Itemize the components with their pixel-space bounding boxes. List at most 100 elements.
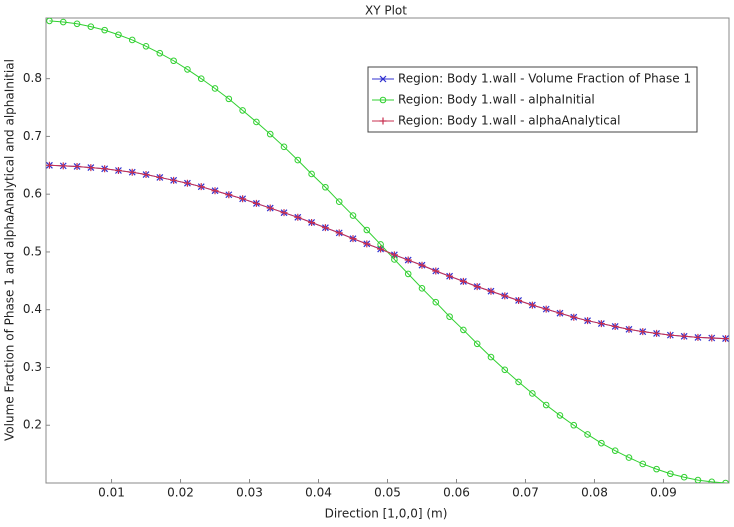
- marker: [432, 298, 440, 306]
- marker: [239, 195, 247, 203]
- legend-label: Region: Body 1.wall - alphaAnalytical: [398, 114, 620, 128]
- marker: [59, 18, 67, 26]
- marker: [377, 245, 385, 253]
- marker: [128, 168, 136, 176]
- marker: [294, 213, 302, 221]
- marker: [197, 75, 205, 82]
- marker: [335, 229, 343, 237]
- marker: [170, 57, 177, 65]
- x-tick-label: 0.08: [581, 486, 608, 500]
- marker: [156, 173, 164, 181]
- marker: [170, 176, 178, 184]
- marker: [266, 130, 274, 138]
- marker: [667, 470, 674, 478]
- marker: [156, 49, 164, 57]
- marker: [404, 270, 412, 278]
- marker: [570, 421, 578, 429]
- marker: [680, 332, 688, 340]
- marker: [722, 479, 729, 483]
- series: [46, 161, 729, 343]
- marker: [280, 209, 288, 217]
- marker: [694, 333, 702, 341]
- marker: [335, 198, 343, 205]
- marker: [598, 439, 605, 447]
- marker: [653, 329, 661, 337]
- marker: [253, 118, 260, 126]
- marker: [321, 224, 329, 232]
- y-tick-label: 0.4: [23, 302, 42, 316]
- marker: [501, 292, 509, 300]
- marker: [418, 285, 426, 292]
- y-axis-label: Volume Fraction of Phase 1 and alphaAnal…: [3, 59, 17, 441]
- legend-label: Region: Body 1.wall - alphaInitial: [398, 93, 595, 107]
- marker: [473, 340, 481, 348]
- y-tick-label: 0.2: [23, 418, 42, 432]
- marker: [115, 31, 122, 39]
- marker: [197, 183, 205, 191]
- marker: [183, 179, 191, 187]
- marker: [528, 301, 536, 309]
- marker: [322, 183, 329, 191]
- marker: [708, 478, 716, 483]
- marker: [570, 313, 578, 321]
- marker: [487, 287, 495, 295]
- marker: [252, 199, 260, 207]
- y-tick-label: 0.6: [23, 187, 42, 201]
- marker: [556, 412, 564, 419]
- marker: [73, 20, 81, 28]
- marker: [625, 325, 633, 333]
- chart-title: XY Plot: [365, 4, 407, 18]
- x-tick-label: 0.02: [167, 486, 194, 500]
- marker: [432, 267, 440, 275]
- marker: [101, 26, 108, 34]
- marker: [379, 75, 387, 83]
- marker: [542, 401, 550, 409]
- marker: [460, 326, 467, 334]
- marker: [308, 218, 316, 226]
- marker: [349, 235, 357, 243]
- y-tick-label: 0.5: [23, 244, 42, 258]
- x-tick-label: 0.03: [236, 486, 263, 500]
- marker: [225, 95, 233, 103]
- x-tick-label: 0.01: [98, 486, 125, 500]
- marker: [639, 460, 647, 468]
- marker: [542, 305, 550, 313]
- marker: [379, 117, 387, 125]
- marker: [363, 240, 371, 248]
- marker: [515, 378, 522, 386]
- marker: [142, 43, 150, 50]
- legend-box: [367, 66, 698, 133]
- marker: [501, 366, 509, 374]
- marker: [101, 165, 109, 173]
- marker: [446, 313, 453, 320]
- y-tick-label: 0.3: [23, 360, 42, 374]
- marker: [639, 328, 647, 336]
- marker: [611, 322, 619, 330]
- marker: [239, 107, 246, 114]
- x-tick-label: 0.07: [512, 486, 539, 500]
- marker: [459, 277, 467, 285]
- marker: [87, 23, 95, 30]
- marker: [529, 390, 536, 397]
- marker: [584, 317, 592, 325]
- marker: [722, 335, 729, 343]
- marker: [87, 164, 95, 172]
- y-tick-label: 0.7: [23, 129, 42, 143]
- legend-label: Region: Body 1.wall - Volume Fraction of…: [398, 72, 691, 86]
- marker: [653, 465, 660, 473]
- marker: [308, 170, 315, 178]
- marker: [349, 212, 357, 219]
- marker: [128, 36, 136, 44]
- marker: [708, 334, 716, 342]
- marker: [294, 156, 302, 164]
- marker: [184, 66, 191, 73]
- marker: [114, 166, 122, 174]
- marker: [680, 473, 688, 481]
- marker: [73, 162, 81, 170]
- marker: [611, 447, 619, 454]
- marker: [666, 331, 674, 339]
- marker: [418, 261, 426, 269]
- marker: [225, 191, 233, 199]
- marker: [515, 296, 523, 304]
